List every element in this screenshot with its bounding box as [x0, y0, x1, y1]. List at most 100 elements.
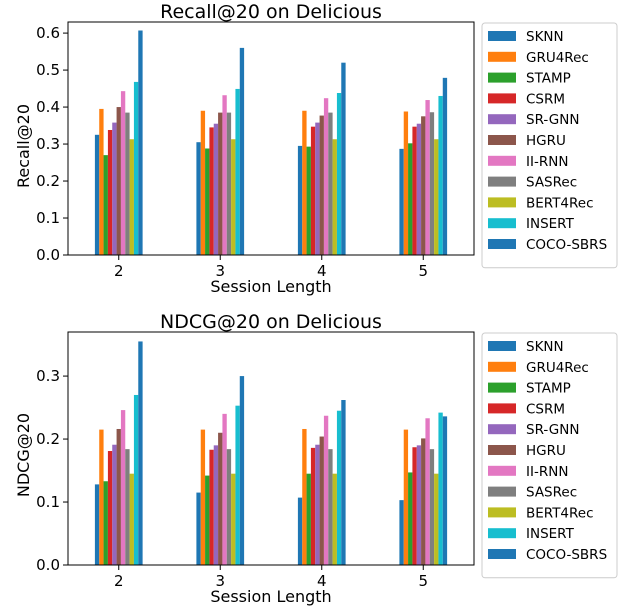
bar-hgru	[319, 436, 324, 565]
legend-label: GRU4Rec	[526, 360, 589, 376]
bar-csrm	[107, 129, 113, 255]
bar-ii-rnn	[222, 413, 227, 565]
legend-label: STAMP	[526, 71, 571, 87]
y-tick-label: 0.2	[36, 430, 60, 448]
bar-ii-rnn	[425, 418, 430, 565]
y-tick-label: 0.5	[36, 61, 60, 79]
bar-insert	[438, 95, 443, 255]
bar-stamp	[103, 155, 108, 255]
legend-label: BERT4Rec	[526, 195, 594, 211]
bar-sasrec	[328, 112, 333, 255]
bar-insert	[235, 88, 240, 255]
plot-area: 0.0 0.1 0.2 0.3 0.4 0.5 0.6 2 3 4 5	[36, 21, 475, 280]
bar-coco-sbrs	[341, 400, 346, 565]
bar-coco-sbrs	[442, 77, 448, 255]
x-tick-label: 2	[114, 262, 124, 280]
legend-swatch	[488, 341, 516, 351]
x-tick-label: 2	[114, 572, 124, 590]
legend-label: HGRU	[526, 133, 566, 149]
legend-label: SKNN	[526, 339, 564, 355]
bar-sr-gnn	[416, 123, 422, 256]
y-tick-label: 0.1	[36, 209, 60, 227]
bar-gru4rec	[403, 111, 409, 255]
bar-sknn	[297, 145, 303, 255]
bar-bert4rec	[231, 139, 236, 255]
bar-bert4rec	[231, 473, 236, 565]
legend-swatch	[488, 445, 516, 455]
bar-sr-gnn	[315, 122, 320, 255]
legend-label: INSERT	[526, 526, 575, 542]
bar-coco-sbrs	[239, 376, 245, 565]
axes-frame	[67, 331, 475, 566]
legend-label: BERT4Rec	[526, 505, 594, 521]
chart-title: NDCG@20 on Delicious	[160, 311, 382, 333]
bar-csrm	[209, 127, 214, 255]
legend-label: SR-GNN	[526, 112, 579, 128]
bar-sasrec	[429, 449, 435, 565]
bar-coco-sbrs	[341, 62, 346, 256]
legend-label: COCO-SBRS	[526, 237, 607, 253]
legend-swatch	[488, 93, 516, 104]
y-axis-label: Recall@20	[14, 104, 33, 188]
plot-area: 0.0 0.1 0.2 0.3 2 3 4 5	[36, 331, 475, 590]
bar-hgru	[319, 115, 324, 255]
legend-swatch	[488, 51, 516, 62]
bar-stamp	[103, 481, 108, 565]
bar-ii-rnn	[222, 95, 227, 255]
bar-stamp	[205, 148, 210, 255]
y-tick-label: 0.3	[36, 135, 60, 153]
bar-ii-rnn	[323, 98, 329, 255]
legend-swatch	[488, 361, 516, 372]
legend-label: SR-GNN	[526, 422, 579, 438]
bar-hgru	[421, 116, 426, 255]
legend-swatch	[488, 218, 516, 229]
bar-sasrec	[226, 112, 232, 255]
bar-csrm	[310, 447, 316, 565]
bar-hgru	[218, 432, 223, 565]
legend-label: CSRM	[526, 401, 565, 417]
bar-sr-gnn	[213, 445, 219, 565]
legend-swatch	[488, 155, 516, 166]
bar-hgru	[218, 112, 223, 255]
x-tick-label: 5	[418, 572, 428, 590]
legend-swatch	[488, 135, 516, 145]
x-axis-label: Session Length	[210, 277, 331, 296]
chart-recall: Recall@20 on Delicious Session Length Re…	[14, 1, 618, 296]
legend-label: STAMP	[526, 381, 571, 397]
legend-swatch	[488, 528, 516, 539]
legend-label: INSERT	[526, 216, 575, 232]
bar-bert4rec	[332, 139, 337, 255]
bar-hgru	[421, 438, 426, 565]
legend-label: II-RNN	[526, 464, 568, 480]
bar-insert	[438, 412, 443, 565]
legend: SKNN GRU4Rec STAMP CSRM SR-GNN HGRU II-RNN SASR…	[481, 332, 618, 579]
bar-sknn	[399, 148, 404, 255]
y-tick-label: 0.3	[36, 367, 60, 385]
bar-sasrec	[328, 449, 333, 565]
bar-stamp	[408, 143, 413, 255]
bar-sr-gnn	[213, 123, 219, 256]
bar-csrm	[310, 126, 316, 255]
bar-gru4rec	[403, 429, 409, 565]
bar-sasrec	[125, 449, 130, 565]
bar-sr-gnn	[112, 444, 117, 565]
bar-gru4rec	[99, 108, 104, 255]
bar-bert4rec	[129, 139, 134, 255]
legend-swatch	[488, 549, 516, 559]
bar-sasrec	[226, 449, 232, 565]
bar-stamp	[205, 475, 210, 565]
bar-csrm	[209, 449, 214, 565]
legend-label: SKNN	[526, 29, 564, 45]
bar-coco-sbrs	[239, 47, 245, 255]
bar-sr-gnn	[112, 122, 117, 255]
bar-bert4rec	[129, 473, 134, 565]
bar-insert	[235, 405, 240, 565]
x-tick-label: 3	[215, 572, 225, 590]
bar-ii-rnn	[120, 410, 126, 565]
legend-label: SASRec	[526, 485, 577, 501]
bar-csrm	[412, 126, 417, 255]
legend-swatch	[488, 424, 516, 435]
legend-label: COCO-SBRS	[526, 547, 607, 563]
legend-swatch	[488, 197, 516, 208]
bar-gru4rec	[99, 429, 104, 565]
